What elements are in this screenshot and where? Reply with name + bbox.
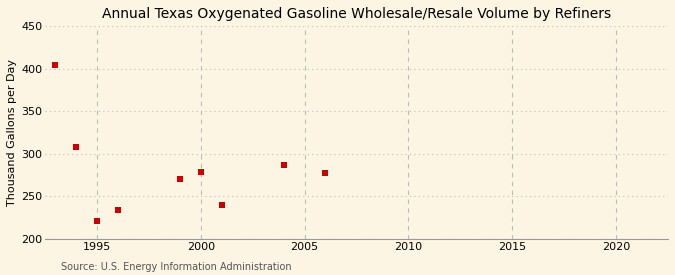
Point [320,171,331,175]
Point [50,62,61,67]
Point [279,163,290,167]
Point [112,208,123,212]
Text: Source: U.S. Energy Information Administration: Source: U.S. Energy Information Administ… [61,262,292,272]
Point [92,219,103,223]
Point [216,203,227,207]
Y-axis label: Thousand Gallons per Day: Thousand Gallons per Day [7,59,17,206]
Point [175,177,186,182]
Point [71,145,82,149]
Point [195,170,206,175]
Title: Annual Texas Oxygenated Gasoline Wholesale/Resale Volume by Refiners: Annual Texas Oxygenated Gasoline Wholesa… [102,7,611,21]
